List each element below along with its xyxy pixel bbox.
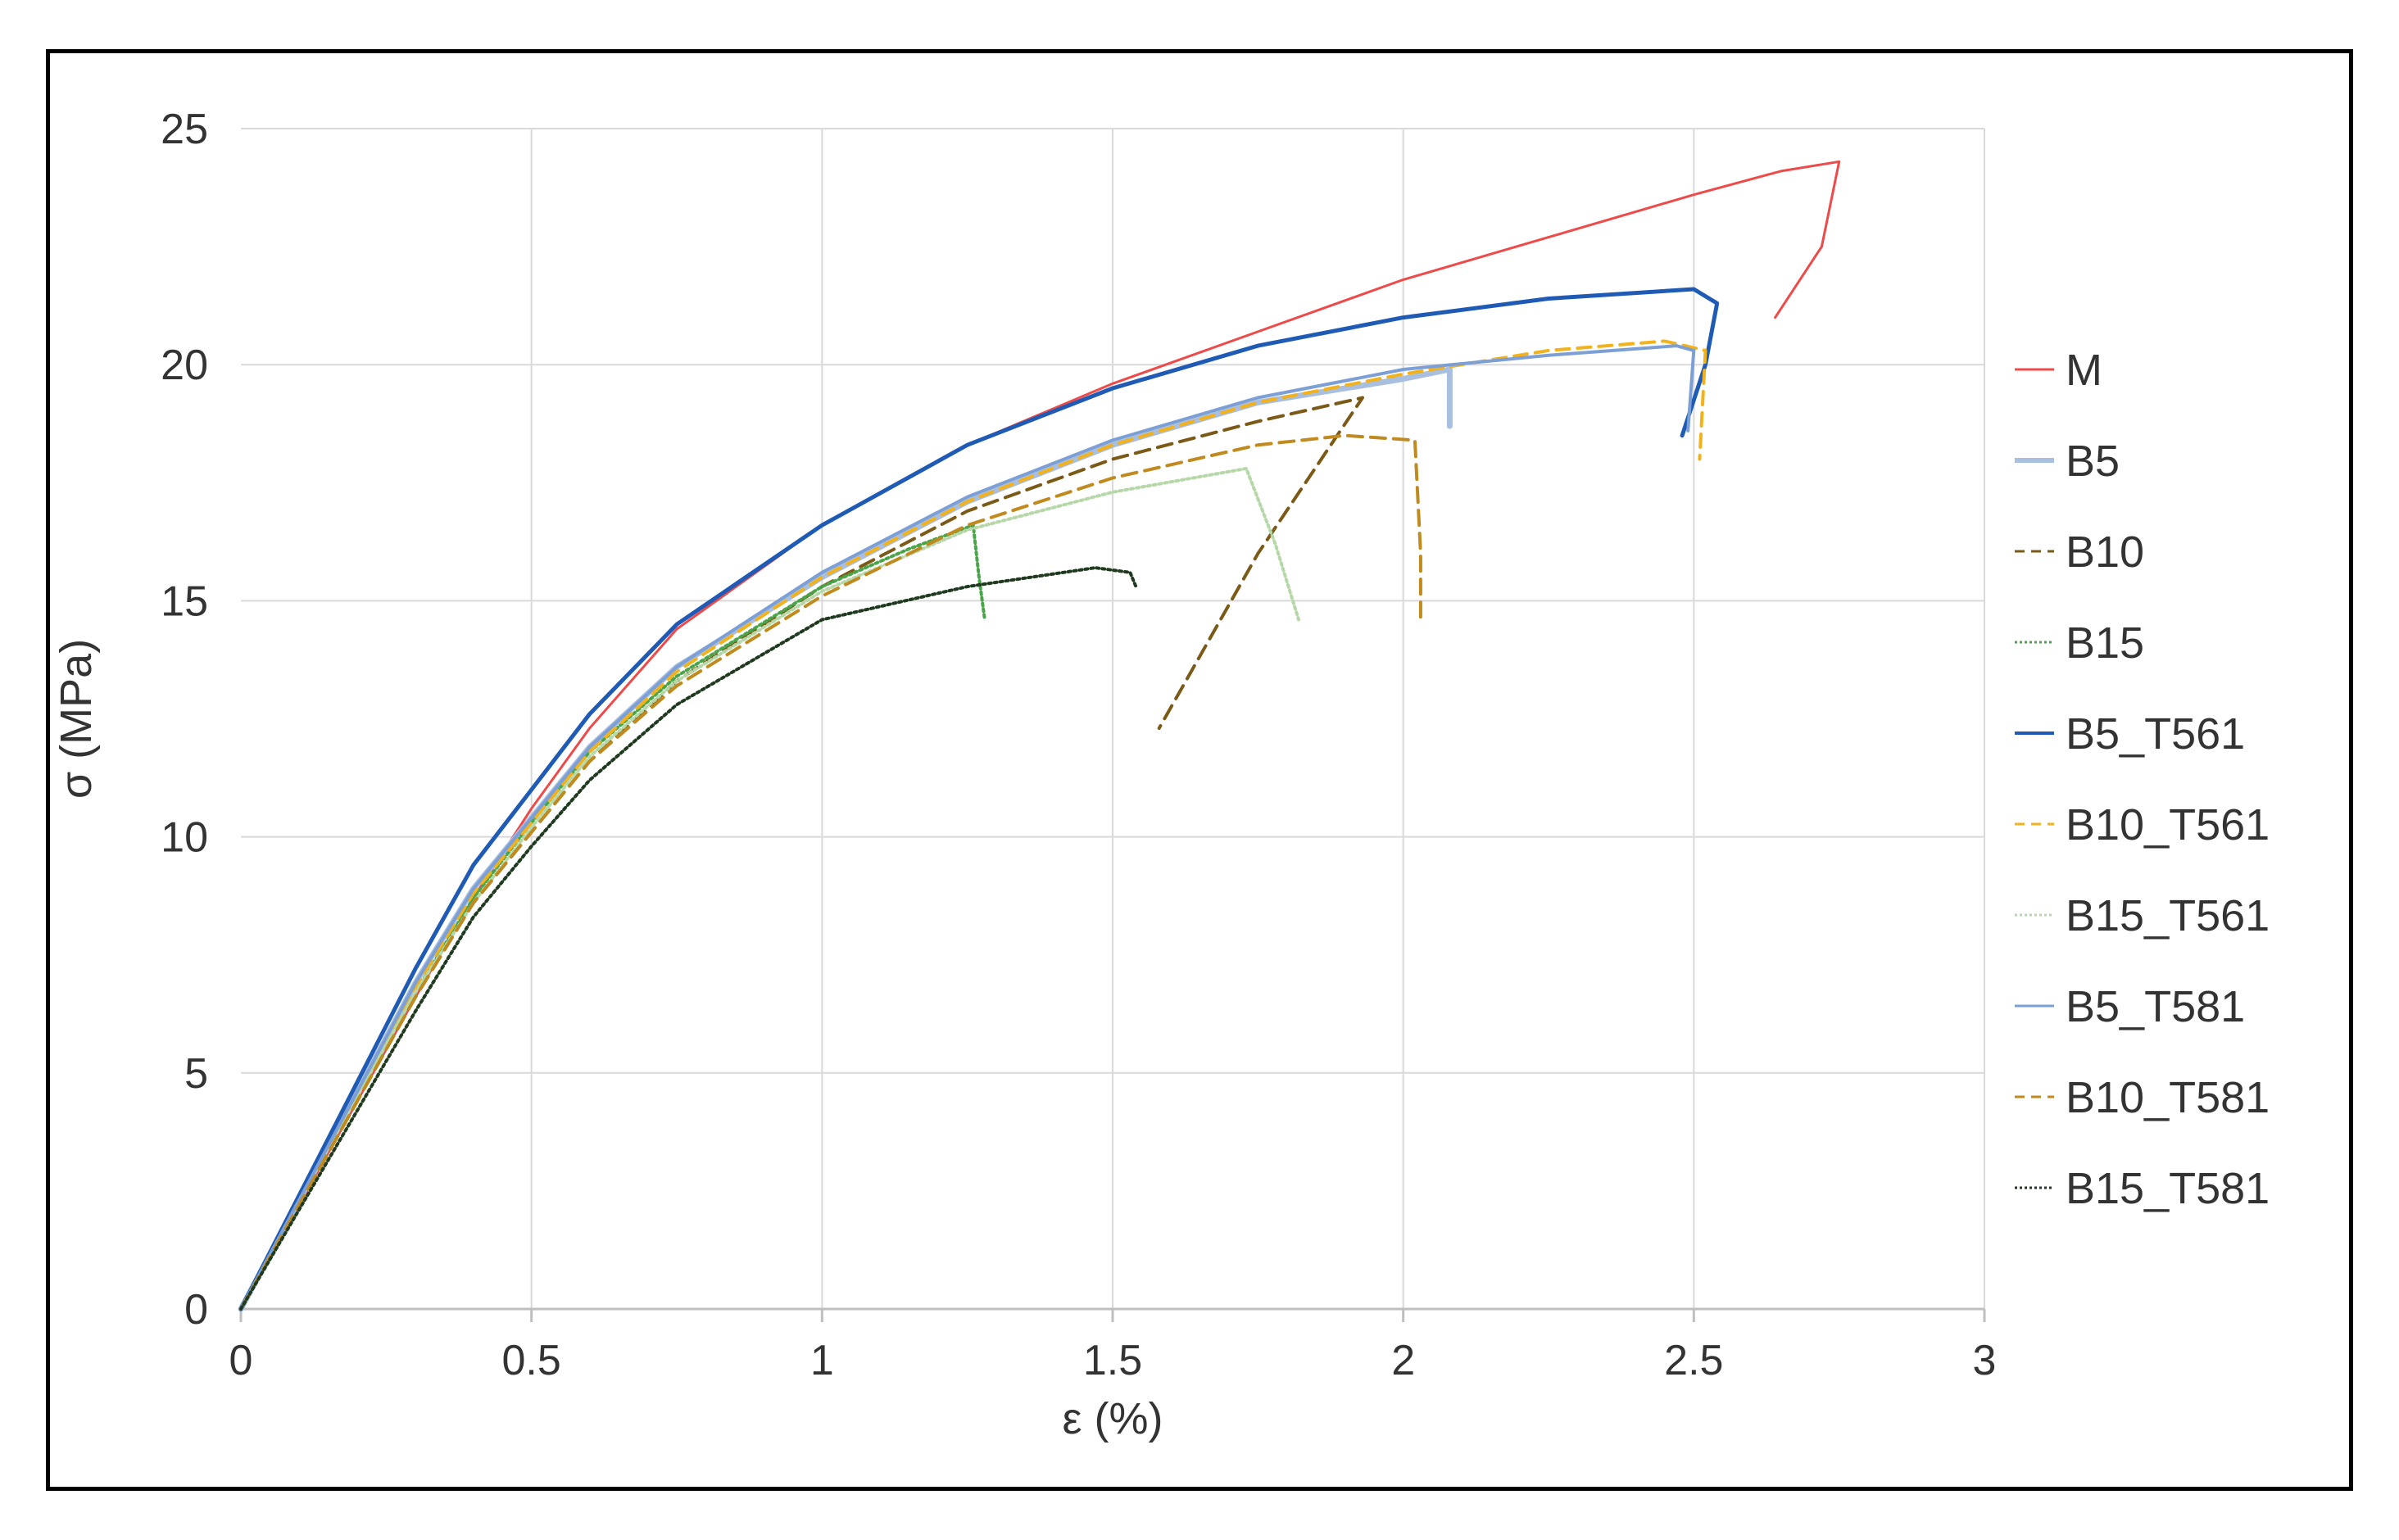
legend-label: B5_T561 bbox=[2066, 709, 2245, 759]
x-tick-label: 0.5 bbox=[502, 1337, 561, 1384]
legend-label: B15_T561 bbox=[2066, 891, 2270, 940]
series-lines bbox=[238, 160, 1841, 1312]
y-tick-label: 10 bbox=[161, 814, 208, 862]
series-line-b10-t581 bbox=[239, 433, 1422, 1311]
series-line-b15-t561 bbox=[239, 467, 1300, 1311]
y-tick-label: 15 bbox=[161, 578, 208, 625]
series-line-b5-t581 bbox=[239, 344, 1696, 1311]
x-tick-label: 3 bbox=[1973, 1337, 1997, 1384]
series-line-b15-t581 bbox=[239, 566, 1138, 1311]
y-tick-label: 25 bbox=[161, 106, 208, 153]
legend-label: B10 bbox=[2066, 528, 2144, 577]
series-line-b10-t561 bbox=[239, 339, 1707, 1311]
grid bbox=[239, 128, 1986, 1322]
tick-labels: 0 0.5 1 1.5 2 2.5 3 0 5 10 15 20 25 bbox=[161, 106, 1996, 1384]
legend-label: B15 bbox=[2066, 618, 2144, 668]
legend-label: B10_T581 bbox=[2066, 1073, 2270, 1122]
x-tick-label: 2 bbox=[1391, 1337, 1415, 1384]
y-tick-label: 0 bbox=[184, 1286, 208, 1334]
legend-label: M bbox=[2066, 346, 2102, 395]
series-line-b5-t561 bbox=[238, 287, 1720, 1311]
x-axis-title: ε (%) bbox=[1062, 1394, 1163, 1443]
x-tick-label: 1 bbox=[810, 1337, 834, 1384]
legend-label: B5_T581 bbox=[2066, 982, 2245, 1031]
y-axis-title: σ (MPa) bbox=[52, 639, 101, 799]
x-tick-label: 1.5 bbox=[1083, 1337, 1142, 1384]
legend-label: B15_T581 bbox=[2066, 1164, 2270, 1213]
y-tick-label: 5 bbox=[184, 1050, 208, 1098]
series-line-b15 bbox=[239, 523, 986, 1311]
x-tick-label: 2.5 bbox=[1664, 1337, 1723, 1384]
series-line-b10 bbox=[239, 396, 1364, 1311]
legend-label: B10_T561 bbox=[2066, 800, 2270, 849]
legend: M B5 B10 B15 B5_T561 B10_T561 B15_T561 B5_T581 B… bbox=[2015, 346, 2270, 1213]
x-tick-label: 0 bbox=[229, 1337, 253, 1384]
legend-label: B5 bbox=[2066, 437, 2120, 486]
series-line-m bbox=[239, 160, 1841, 1311]
y-tick-label: 20 bbox=[161, 342, 208, 389]
